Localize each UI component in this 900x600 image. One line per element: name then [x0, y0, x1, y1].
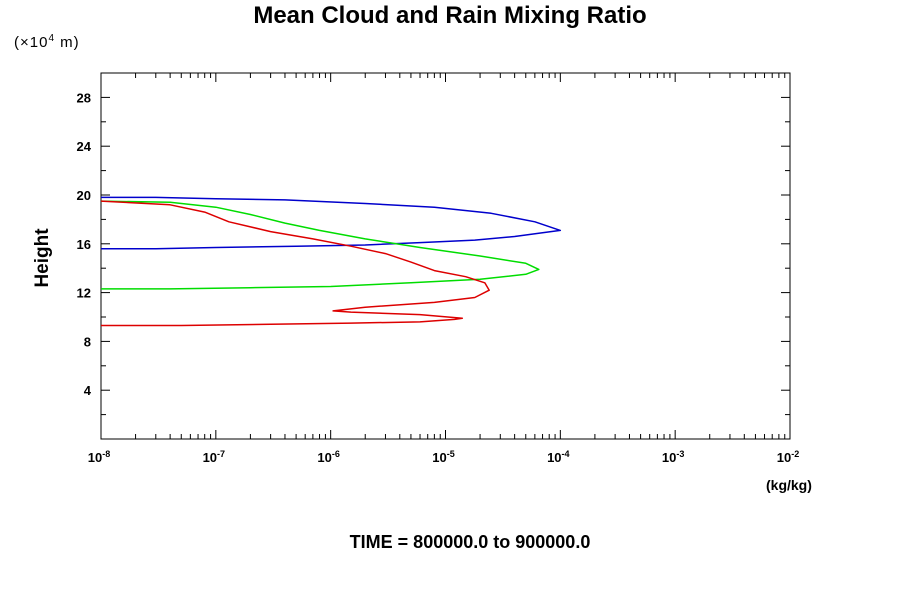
x-tick-exponent: -6: [332, 449, 340, 459]
y-scale-note-exponent: 4: [48, 33, 56, 44]
x-tick-base: 10: [88, 450, 102, 465]
x-tick-label: 10-8: [88, 449, 110, 465]
y-tick-label: 16: [77, 237, 91, 252]
y-tick-label: 12: [77, 286, 91, 301]
y-tick-label: 28: [77, 90, 91, 105]
y-scale-note-prefix: (×10: [14, 34, 49, 51]
x-tick-label: 10-4: [547, 449, 569, 465]
x-tick-exponent: -8: [102, 449, 110, 459]
time-range-label: TIME = 800000.0 to 900000.0: [349, 532, 591, 552]
x-tick-base: 10: [662, 450, 676, 465]
x-axis-unit: (kg/kg): [766, 477, 812, 493]
x-tick-exponent: -3: [676, 449, 684, 459]
x-tick-base: 10: [317, 450, 331, 465]
x-tick-exponent: -7: [217, 449, 225, 459]
x-tick-label: 10-6: [317, 449, 339, 465]
y-axis-scale-note: (×104 m): [14, 33, 80, 51]
x-tick-base: 10: [547, 450, 561, 465]
y-scale-note-suffix: m): [55, 34, 80, 51]
x-tick-label: 10-5: [432, 449, 454, 465]
x-tick-exponent: -4: [562, 449, 570, 459]
series-line-3: [100, 200, 490, 327]
plot-frame: [100, 72, 791, 440]
x-tick-label: 10-2: [777, 449, 799, 465]
x-tick-exponent: -2: [791, 449, 799, 459]
y-tick-label: 8: [84, 334, 91, 349]
x-tick-base: 10: [203, 450, 217, 465]
x-tick-base: 10: [777, 450, 791, 465]
y-tick-label: 24: [77, 139, 92, 154]
x-tick-label: 10-3: [662, 449, 684, 465]
x-tick-label: 10-7: [203, 449, 225, 465]
series-line-2: [100, 200, 540, 290]
x-tick-exponent: -5: [447, 449, 455, 459]
series-line-1: [101, 196, 562, 250]
x-tick-base: 10: [432, 450, 446, 465]
y-tick-label: 4: [84, 383, 92, 398]
chart-title: Mean Cloud and Rain Mixing Ratio: [253, 2, 647, 29]
y-tick-label: 20: [77, 188, 91, 203]
